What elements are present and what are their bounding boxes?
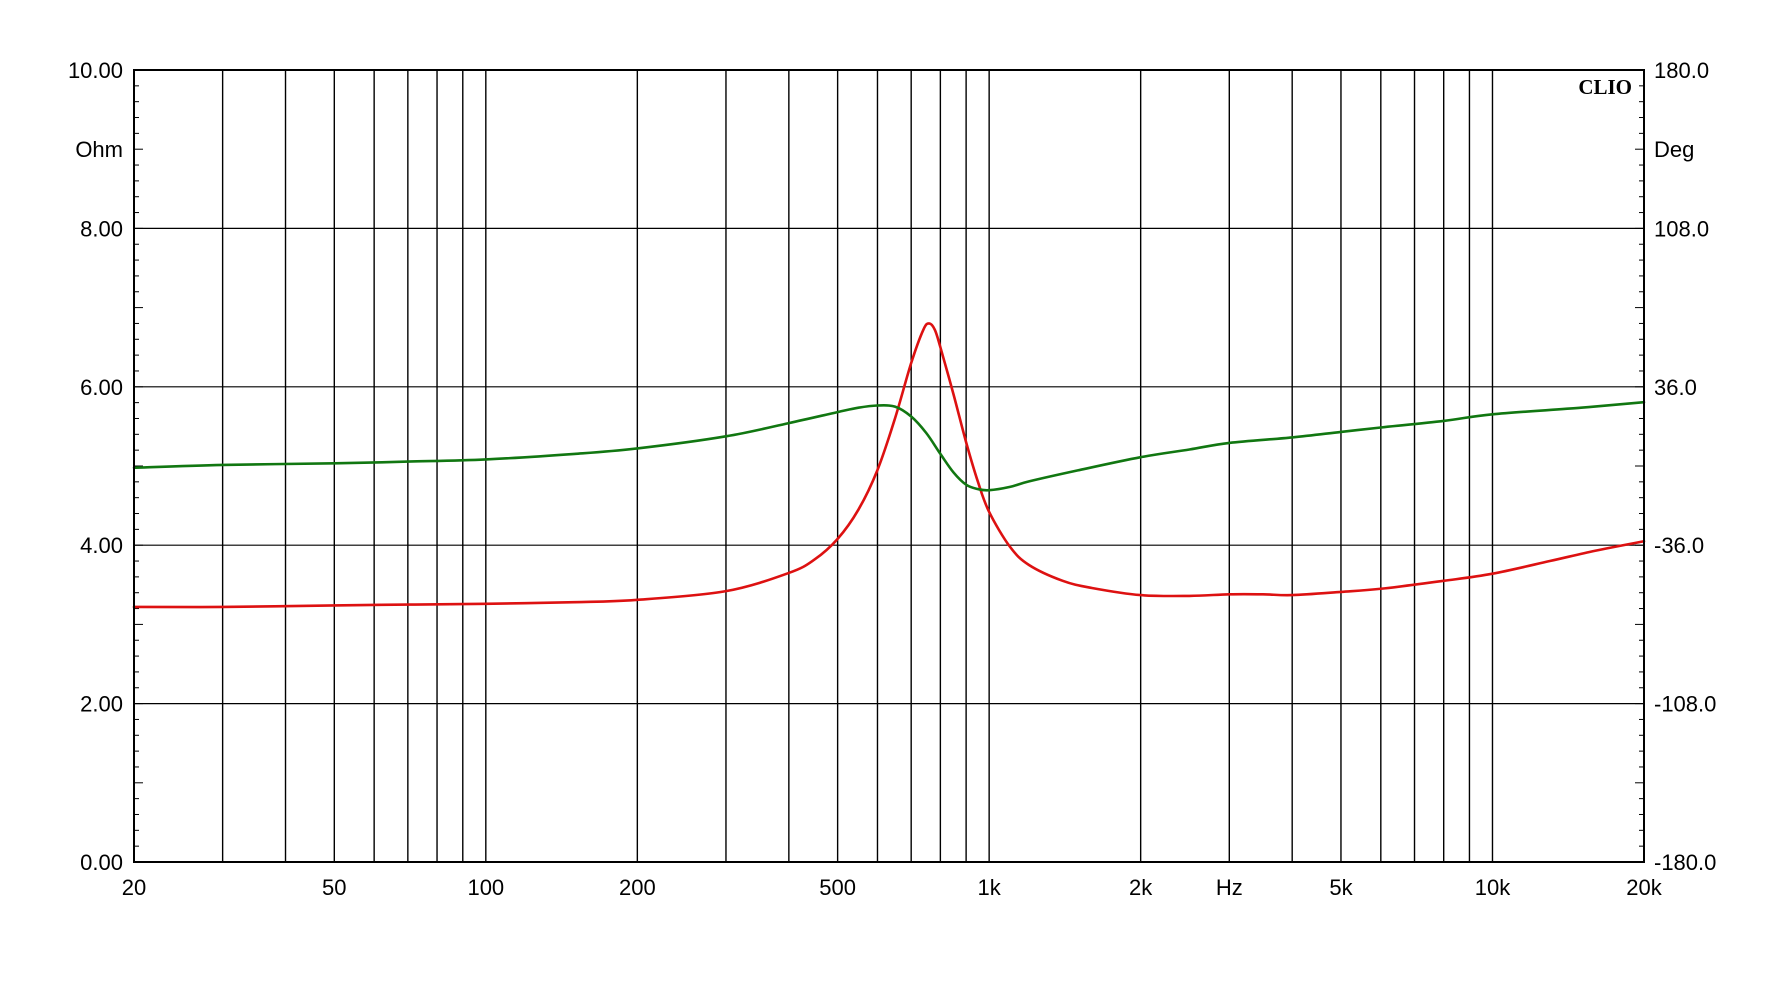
x-axis-tick-label: 20 (122, 875, 146, 900)
x-axis-tick-label: 5k (1329, 875, 1353, 900)
x-axis-unit-label: Hz (1216, 875, 1243, 900)
x-axis-tick-label: 200 (619, 875, 656, 900)
x-axis-tick-label: 10k (1475, 875, 1511, 900)
x-axis-tick-label: 100 (467, 875, 504, 900)
right-axis-unit-label: Deg (1654, 137, 1694, 162)
left-axis-tick-label: 10.00 (68, 58, 123, 83)
right-axis-tick-label: -108.0 (1654, 692, 1716, 717)
right-axis-tick-label: -36.0 (1654, 533, 1704, 558)
x-axis-tick-label: 500 (819, 875, 856, 900)
right-axis-tick-label: 180.0 (1654, 58, 1709, 83)
left-axis-tick-label: 4.00 (80, 533, 123, 558)
left-axis-tick-label: 6.00 (80, 375, 123, 400)
left-axis-unit-label: Ohm (75, 137, 123, 162)
x-axis-tick-label: 2k (1129, 875, 1153, 900)
left-axis-tick-label: 8.00 (80, 216, 123, 241)
left-axis-tick-label: 0.00 (80, 850, 123, 875)
right-axis-tick-label: 36.0 (1654, 375, 1697, 400)
x-axis-tick-label: 1k (978, 875, 1002, 900)
right-axis-tick-label: 108.0 (1654, 216, 1709, 241)
left-axis-tick-label: 2.00 (80, 692, 123, 717)
brand-logo-text: CLIO (1578, 75, 1632, 99)
right-axis-tick-label: -180.0 (1654, 850, 1716, 875)
x-axis-tick-label: 50 (322, 875, 346, 900)
x-axis-tick-label: 20k (1626, 875, 1662, 900)
